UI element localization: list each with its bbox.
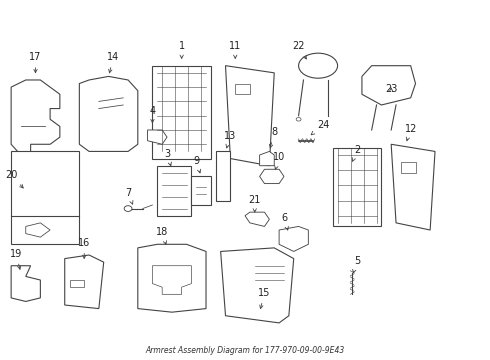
Text: 13: 13 (224, 131, 237, 148)
Text: 17: 17 (29, 52, 42, 73)
Polygon shape (26, 223, 50, 237)
Bar (192, 176, 211, 205)
Polygon shape (11, 80, 60, 155)
Polygon shape (152, 266, 192, 294)
Text: Armrest Assembly Diagram for 177-970-09-00-9E43: Armrest Assembly Diagram for 177-970-09-… (146, 346, 344, 355)
Polygon shape (11, 266, 40, 301)
Circle shape (124, 206, 132, 211)
Text: 16: 16 (78, 238, 90, 258)
Polygon shape (260, 169, 284, 184)
Text: 22: 22 (293, 41, 306, 59)
Text: 14: 14 (107, 52, 120, 73)
Polygon shape (79, 76, 138, 152)
Polygon shape (70, 280, 84, 287)
Text: 19: 19 (10, 249, 22, 269)
Polygon shape (279, 226, 308, 251)
Text: 1: 1 (178, 41, 185, 58)
Bar (11, 152, 79, 244)
Text: 15: 15 (258, 288, 270, 309)
Text: 4: 4 (149, 106, 155, 123)
Text: 9: 9 (193, 156, 201, 173)
Text: 11: 11 (229, 41, 242, 58)
Polygon shape (245, 212, 270, 226)
Circle shape (296, 117, 301, 121)
Text: 10: 10 (273, 152, 285, 169)
Text: 5: 5 (353, 256, 360, 273)
Polygon shape (65, 255, 104, 309)
Text: 24: 24 (311, 120, 329, 135)
Text: 18: 18 (156, 227, 168, 244)
Text: 7: 7 (125, 188, 133, 204)
Polygon shape (138, 244, 206, 312)
Bar (157, 166, 192, 216)
Bar (235, 84, 250, 94)
Bar (401, 162, 416, 173)
Ellipse shape (298, 53, 338, 78)
Polygon shape (225, 66, 274, 166)
Polygon shape (147, 130, 167, 144)
Bar (152, 66, 211, 158)
Polygon shape (260, 152, 274, 166)
Bar (333, 148, 381, 226)
Text: 23: 23 (385, 84, 397, 94)
Text: 2: 2 (352, 145, 360, 161)
Text: 12: 12 (404, 123, 417, 141)
Polygon shape (220, 248, 294, 323)
Text: 8: 8 (270, 127, 277, 148)
Text: 21: 21 (248, 195, 261, 212)
Text: 3: 3 (164, 149, 171, 166)
Text: 20: 20 (5, 170, 23, 188)
Text: 6: 6 (281, 213, 288, 230)
Polygon shape (362, 66, 416, 105)
Bar (216, 152, 230, 202)
Polygon shape (391, 144, 435, 230)
